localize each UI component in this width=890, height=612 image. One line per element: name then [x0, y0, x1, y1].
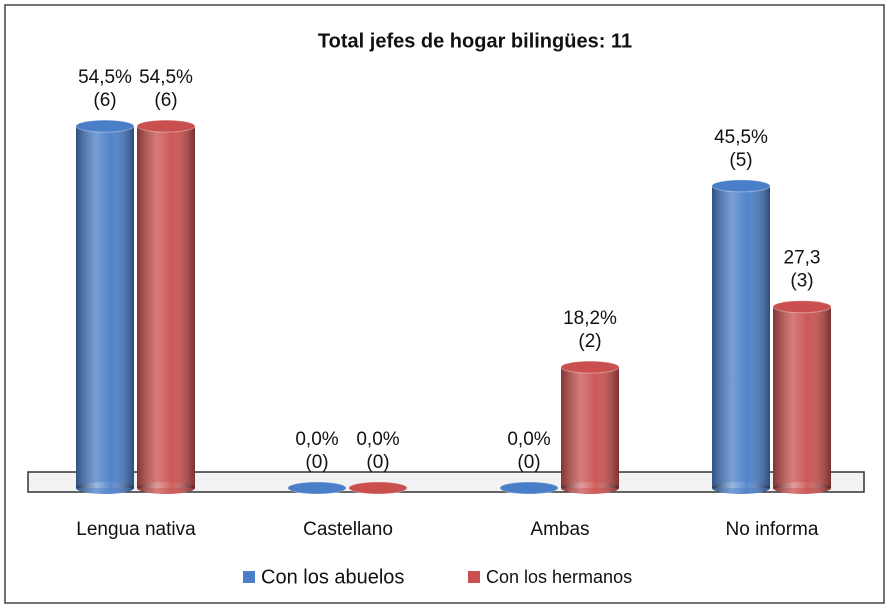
count-label: (6): [93, 90, 116, 111]
legend-label: Con los hermanos: [486, 567, 632, 587]
cylinder-shade: [773, 306, 831, 488]
count-label: (0): [517, 452, 540, 473]
cylinder: [772, 300, 832, 494]
value-label: 54,5%: [78, 67, 132, 88]
cylinder-shade: [137, 126, 195, 489]
value-label: 0,0%: [356, 429, 399, 450]
count-label: (3): [790, 271, 813, 292]
count-label: (2): [578, 331, 601, 352]
value-label: 0,0%: [295, 429, 338, 450]
cylinder-top: [75, 119, 135, 133]
x-tick-label: Ambas: [530, 519, 589, 540]
cylinder: [136, 119, 196, 494]
floor: [27, 471, 865, 493]
value-label: 18,2%: [563, 308, 617, 329]
value-label: 0,0%: [507, 429, 550, 450]
cylinder-top: [136, 119, 196, 133]
cylinder-top: [348, 481, 408, 495]
legend-swatch: [243, 571, 255, 583]
cylinder-top: [499, 481, 559, 495]
cylinder-shade: [712, 185, 770, 488]
count-label: (0): [305, 452, 328, 473]
cylinder-shade: [76, 126, 134, 489]
cylinder: [711, 179, 771, 494]
x-tick-label: Castellano: [303, 519, 393, 540]
cylinder-top: [287, 481, 347, 495]
cylinder: [499, 481, 559, 495]
cylinder-top: [772, 300, 832, 314]
legend-label: Con los abuelos: [261, 566, 404, 588]
cylinder: [348, 481, 408, 495]
value-label: 54,5%: [139, 67, 193, 88]
count-label: (0): [366, 452, 389, 473]
x-tick-label: Lengua nativa: [76, 519, 196, 540]
count-label: (6): [154, 90, 177, 111]
cylinder-shade: [561, 367, 619, 488]
value-label: 27,3: [784, 248, 821, 269]
count-label: (5): [729, 150, 752, 171]
x-tick-label: No informa: [726, 519, 819, 540]
value-label: 45,5%: [714, 127, 768, 148]
cylinder: [287, 481, 347, 495]
cylinder: [75, 119, 135, 494]
chart-title: Total jefes de hogar bilingües: 11: [318, 30, 632, 52]
cylinder-top: [711, 179, 771, 193]
cylinder: [560, 360, 620, 494]
cylinder-top: [560, 360, 620, 374]
legend-swatch: [468, 571, 480, 583]
